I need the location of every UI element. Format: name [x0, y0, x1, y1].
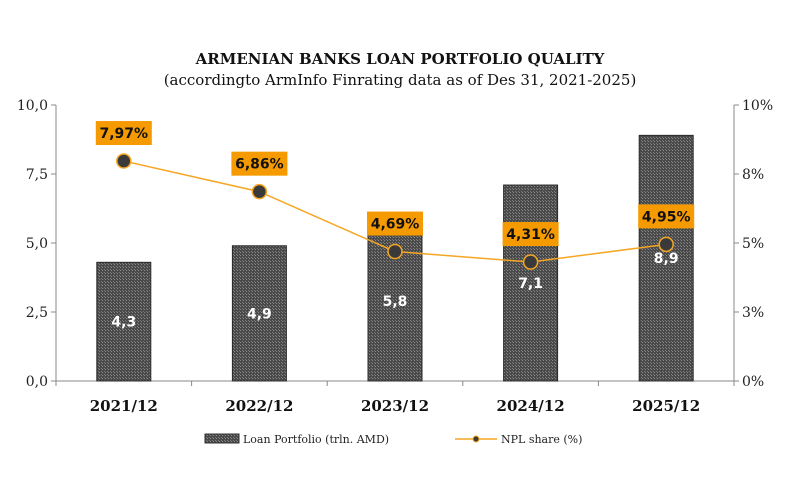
npl-label-box	[367, 211, 423, 236]
x-tick-label: 2023/12	[361, 397, 429, 415]
bar	[96, 261, 152, 382]
npl-label-box	[638, 204, 695, 229]
bars	[96, 134, 694, 382]
bar-value-label: 4,3	[111, 315, 136, 331]
npl-point	[116, 153, 132, 169]
npl-point	[387, 243, 403, 260]
chart-subtitle: (accordingto ArmInfo Finrating data as o…	[164, 71, 637, 89]
legend-label-loan-portfolio: Loan Portfolio (trln. AMD)	[243, 433, 389, 446]
x-tick-label: 2025/12	[632, 397, 700, 415]
npl-point	[251, 183, 268, 200]
bar	[638, 134, 694, 382]
y-right-tick-label: 5%	[742, 236, 764, 252]
legend: Loan Portfolio (trln. AMD) NPL share (%)	[204, 433, 582, 446]
npl-label-box	[95, 121, 152, 146]
x-tick-label: 2022/12	[225, 397, 293, 415]
bar	[231, 245, 287, 382]
bar-value-label: 7,1	[518, 276, 543, 292]
y-right-tick-label: 10%	[742, 98, 773, 114]
bar-value-label: 5,8	[383, 294, 408, 310]
bar	[503, 184, 559, 382]
npl-value-label: 4,95%	[642, 209, 691, 225]
y-right-tick-label: 0%	[742, 374, 764, 390]
y-left-tick-label: 5,0	[26, 236, 48, 252]
axes: 0,0 2,5 5,0 7,5 10,0 0% 3% 5% 8% 10% 2021/12 2022/1…	[17, 98, 773, 415]
bar-value-label: 8,9	[654, 251, 679, 267]
legend-swatch-npl-marker	[472, 435, 480, 443]
y-left-tick-label: 0,0	[26, 374, 48, 390]
npl-point	[522, 254, 539, 270]
legend-swatch-loan-portfolio	[204, 433, 240, 444]
chart-title: ARMENIAN BANKS LOAN PORTFOLIO QUALITY	[195, 50, 605, 68]
x-tick-label: 2021/12	[90, 397, 158, 415]
npl-value-label: 4,31%	[506, 227, 555, 243]
y-left-tick-label: 7,5	[26, 167, 48, 183]
npl-value-label: 7,97%	[100, 126, 149, 142]
bar-value-label: 4,9	[247, 306, 272, 322]
npl-label-box	[502, 222, 559, 247]
npl-value-label: 6,86%	[235, 157, 284, 173]
x-tick-label: 2024/12	[497, 397, 565, 415]
npl-value-label: 4,69%	[371, 217, 420, 233]
npl-label-box	[231, 151, 288, 176]
y-right-tick-label: 8%	[742, 167, 764, 183]
npl-line	[116, 153, 674, 270]
npl-point	[658, 236, 674, 253]
data-labels: 4,3 4,9 5,8 7,1 8,9 7,97% 6,86% 4,69% 4,31% 4,95%	[95, 121, 695, 331]
y-left-tick-label: 2,5	[26, 305, 48, 321]
legend-label-npl-share: NPL share (%)	[501, 433, 582, 446]
y-right-tick-label: 3%	[742, 305, 764, 321]
y-left-tick-label: 10,0	[17, 98, 48, 114]
